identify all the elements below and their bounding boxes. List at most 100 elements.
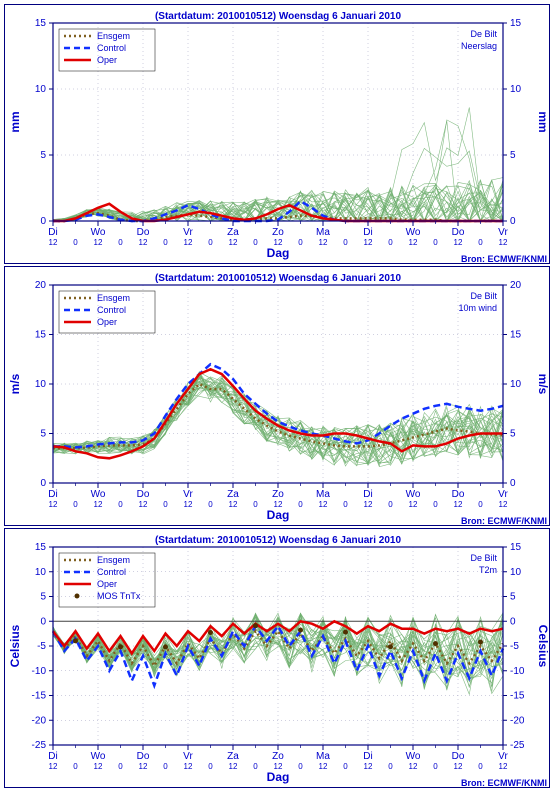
ytick-label-right: 10 (510, 379, 522, 390)
x-axis-label: Dag (267, 246, 290, 260)
legend-label-control: Control (97, 567, 126, 577)
xtick-hour: 12 (319, 762, 328, 771)
xtick-hour: 0 (208, 238, 213, 247)
xtick-day: Di (48, 489, 57, 500)
xtick-hour: 12 (229, 500, 238, 509)
y-axis-label-right: Celsius (536, 625, 550, 668)
xtick-hour: 0 (208, 500, 213, 509)
ytick-label: -25 (32, 740, 47, 751)
ytick-label: 10 (35, 567, 47, 578)
ytick-label: 10 (35, 379, 47, 390)
y-axis-label: m/s (8, 373, 22, 394)
ytick-label-right: -10 (510, 666, 525, 677)
panel-title: (Startdatum: 2010010512) Woensdag 6 Janu… (155, 535, 401, 546)
xtick-day: Do (137, 489, 150, 500)
xtick-hour: 12 (184, 500, 193, 509)
ytick-label-right: 0 (510, 478, 516, 489)
y-axis-label-right: mm (536, 111, 550, 132)
xtick-hour: 0 (118, 500, 123, 509)
legend-label-ensgem: Ensgem (97, 293, 130, 303)
xtick-day: Zo (272, 489, 284, 500)
xtick-day: Zo (272, 227, 284, 238)
xtick-hour: 0 (118, 762, 123, 771)
xtick-hour: 12 (139, 762, 148, 771)
xtick-hour: 12 (364, 500, 373, 509)
xtick-hour: 0 (478, 238, 483, 247)
legend-label-oper: Oper (97, 55, 117, 65)
ytick-label: -15 (32, 691, 47, 702)
xtick-hour: 12 (454, 238, 463, 247)
ytick-label-right: 10 (510, 567, 522, 578)
xtick-day: Wo (406, 751, 421, 762)
xtick-day: Za (227, 227, 239, 238)
xtick-hour: 12 (94, 238, 103, 247)
xtick-hour: 0 (253, 500, 258, 509)
xtick-day: Vr (498, 751, 508, 762)
xtick-hour: 12 (184, 762, 193, 771)
xtick-hour: 12 (49, 238, 58, 247)
ytick-label: 5 (40, 429, 46, 440)
xtick-hour: 12 (94, 762, 103, 771)
xtick-hour: 0 (388, 500, 393, 509)
xtick-hour: 0 (163, 500, 168, 509)
ytick-label: -20 (32, 715, 47, 726)
legend-label-ensgem: Ensgem (97, 555, 130, 565)
legend-label-control: Control (97, 305, 126, 315)
x-axis-label: Dag (267, 770, 290, 784)
xtick-hour: 0 (73, 500, 78, 509)
xtick-hour: 0 (343, 500, 348, 509)
y-axis-label: Celsius (8, 624, 22, 667)
xtick-hour: 12 (184, 238, 193, 247)
param-label: 10m wind (458, 303, 497, 313)
xtick-day: Za (227, 489, 239, 500)
ytick-label-right: -20 (510, 715, 525, 726)
xtick-day: Za (227, 751, 239, 762)
ytick-label-right: -25 (510, 740, 525, 751)
ytick-label-right: 15 (510, 330, 522, 341)
xtick-hour: 0 (298, 500, 303, 509)
xtick-hour: 12 (409, 238, 418, 247)
xtick-hour: 12 (49, 500, 58, 509)
xtick-hour: 12 (229, 238, 238, 247)
xtick-hour: 0 (343, 238, 348, 247)
xtick-hour: 0 (478, 762, 483, 771)
xtick-day: Vr (498, 489, 508, 500)
xtick-day: Wo (91, 227, 106, 238)
ytick-label-right: 0 (510, 216, 516, 227)
xtick-hour: 0 (298, 238, 303, 247)
legend-label-control: Control (97, 43, 126, 53)
xtick-hour: 12 (409, 762, 418, 771)
xtick-hour: 12 (319, 500, 328, 509)
ytick-label: 0 (40, 616, 46, 627)
param-label: T2m (479, 565, 497, 575)
ytick-label-right: -15 (510, 691, 525, 702)
xtick-day: Wo (91, 751, 106, 762)
xtick-hour: 0 (163, 238, 168, 247)
ytick-label: 10 (35, 84, 47, 95)
xtick-hour: 12 (139, 238, 148, 247)
ytick-label: 20 (35, 280, 47, 291)
ytick-label-right: 0 (510, 616, 516, 627)
ytick-label: 15 (35, 330, 47, 341)
xtick-hour: 0 (298, 762, 303, 771)
xtick-hour: 0 (433, 238, 438, 247)
xtick-hour: 12 (409, 500, 418, 509)
ytick-label: 0 (40, 216, 46, 227)
chart-panel-wind: 0055101015152020DiWoDoVrZaZoMaDiWoDoVr12… (4, 266, 550, 526)
param-label: Neerslag (461, 41, 497, 51)
xtick-hour: 0 (163, 762, 168, 771)
xtick-day: Ma (316, 227, 330, 238)
xtick-day: Di (363, 489, 372, 500)
xtick-day: Wo (406, 227, 421, 238)
xtick-hour: 0 (73, 238, 78, 247)
legend-label-oper: Oper (97, 579, 117, 589)
location-label: De Bilt (470, 291, 497, 301)
source-label: Bron: ECMWF/KNMI (461, 254, 547, 264)
y-axis-label: mm (8, 111, 22, 132)
ytick-label: 5 (40, 592, 46, 603)
xtick-day: Do (137, 227, 150, 238)
ytick-label: 5 (40, 150, 46, 161)
ytick-label: 0 (40, 478, 46, 489)
source-label: Bron: ECMWF/KNMI (461, 778, 547, 788)
xtick-day: Vr (498, 227, 508, 238)
